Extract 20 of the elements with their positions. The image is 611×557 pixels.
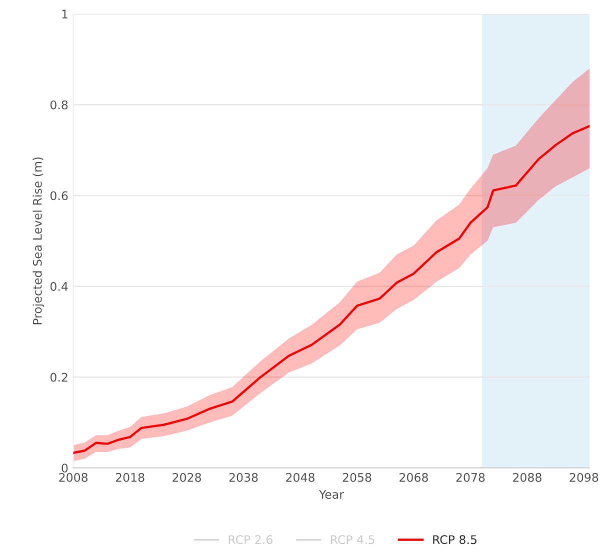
line-series (73, 124, 590, 454)
y-tick-label: 0.6 (50, 191, 68, 200)
x-tick-label: 2088 (513, 472, 542, 482)
x-axis-title: Year (318, 490, 344, 499)
y-tick-label: 0.4 (50, 282, 68, 291)
x-tick-label: 2008 (59, 472, 88, 482)
x-tick-label: 2098 (570, 472, 598, 482)
x-tick-label: 2048 (286, 472, 314, 482)
x-tick-label: 2028 (172, 472, 202, 482)
y-axis-title: Projected Sea Level Rise (m) (32, 157, 44, 324)
x-tick-label: 2078 (456, 472, 485, 482)
y-tick-label: 0.8 (50, 100, 68, 110)
x-tick-label: 2038 (229, 472, 258, 482)
x-tick-label: 2068 (400, 472, 428, 482)
x-tick-label: 2058 (342, 472, 372, 482)
x-tick-label: 2018 (116, 472, 144, 482)
y-tick-label: 1 (62, 10, 68, 18)
y-tick-label: 0 (62, 464, 68, 473)
y-tick-label: 0.2 (50, 372, 68, 382)
legend-label: RCP 8.5 (433, 535, 476, 544)
